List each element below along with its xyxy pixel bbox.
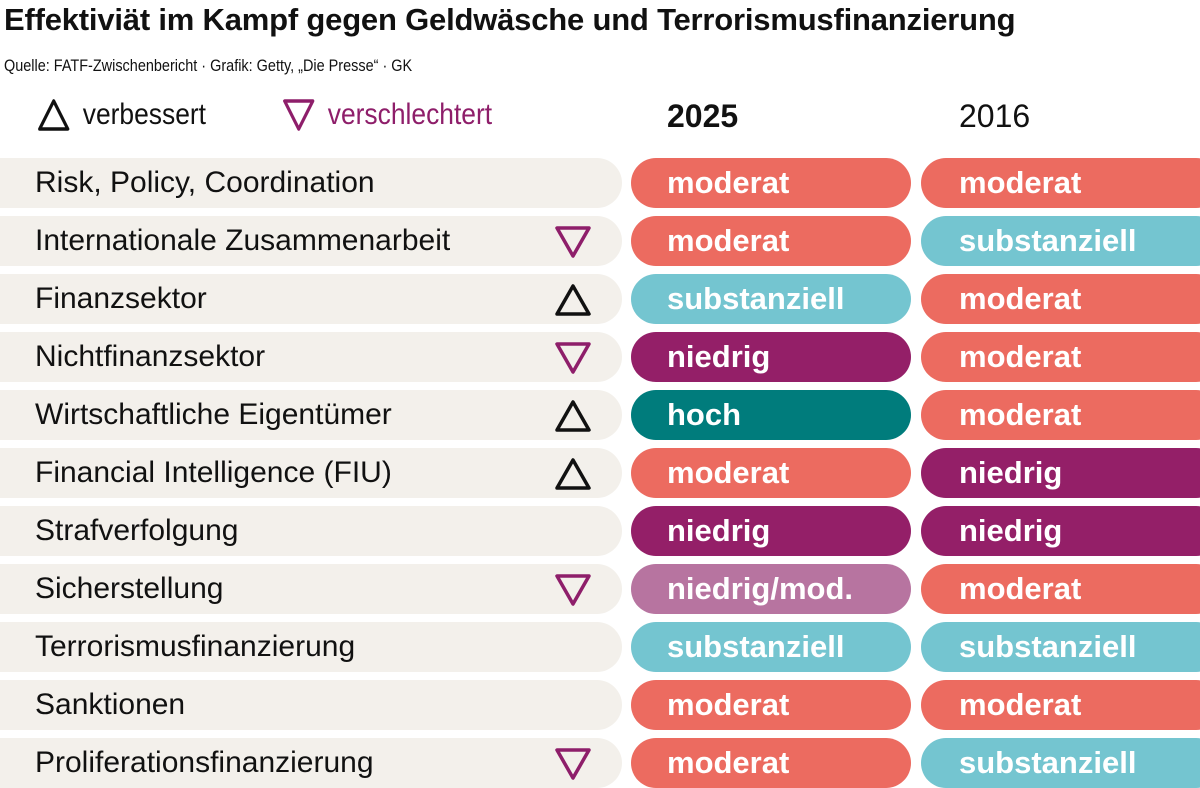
rating-2016: substanziell xyxy=(921,738,1200,788)
source-note: Quelle: FATF-Zwischenbericht · Grafik: G… xyxy=(4,56,413,75)
table-row: Risk, Policy, Coordination moderat moderat xyxy=(0,158,1200,208)
category-label-pill: Terrorismusfinanzierung xyxy=(0,622,622,672)
category-label-pill: Internationale Zusammenarbeit xyxy=(0,216,622,266)
category-label-pill: Sanktionen xyxy=(0,680,622,730)
rating-2025: moderat xyxy=(631,448,911,498)
category-label-pill: Finanzsektor xyxy=(0,274,622,324)
rating-2025: moderat xyxy=(631,680,911,730)
category-label-pill: Sicherstellung xyxy=(0,564,622,614)
rating-2016: substanziell xyxy=(921,622,1200,672)
category-label: Risk, Policy, Coordination xyxy=(35,166,375,199)
table-row: Proliferationsfinanzierung moderat substan… xyxy=(0,738,1200,788)
category-label: Financial Intelligence (FIU) xyxy=(35,456,392,489)
rating-2025: moderat xyxy=(631,738,911,788)
rating-2016: moderat xyxy=(921,680,1200,730)
rating-2016: moderat xyxy=(921,390,1200,440)
triangle-down-icon xyxy=(555,342,591,374)
column-header-2025: 2025 xyxy=(667,98,739,134)
category-label: Proliferationsfinanzierung xyxy=(35,746,374,779)
category-label: Sanktionen xyxy=(35,688,186,721)
legend-improved-label: verbessert xyxy=(82,98,207,131)
rating-2025: niedrig xyxy=(631,506,911,556)
rating-2025: hoch xyxy=(631,390,911,440)
legend-worsened: verschlechtert xyxy=(282,98,492,132)
triangle-up-icon xyxy=(555,284,591,316)
category-label: Nichtfinanzsektor xyxy=(35,340,266,373)
table-row: Sicherstellung niedrig/mod. moderat xyxy=(0,564,1200,614)
rating-2016: substanziell xyxy=(921,216,1200,266)
category-label-pill: Proliferationsfinanzierung xyxy=(0,738,622,788)
rating-2016: niedrig xyxy=(921,448,1200,498)
table-row: Nichtfinanzsektor niedrig moderat xyxy=(0,332,1200,382)
triangle-down-icon xyxy=(555,748,591,780)
table-row: Terrorismusfinanzierung substanziell subst… xyxy=(0,622,1200,672)
triangle-down-icon xyxy=(555,226,591,258)
column-header-2016: 2016 xyxy=(959,98,1031,134)
rating-2025: substanziell xyxy=(631,274,911,324)
category-label-pill: Wirtschaftliche Eigentümer xyxy=(0,390,622,440)
chart-title: Effektiviät im Kampf gegen Geldwäsche un… xyxy=(4,2,1016,37)
triangle-up-icon xyxy=(38,99,70,131)
table-row: Finanzsektor substanziell moderat xyxy=(0,274,1200,324)
table-row: Strafverfolgung niedrig niedrig xyxy=(0,506,1200,556)
triangle-up-icon xyxy=(555,458,591,490)
legend-improved: verbessert xyxy=(37,98,206,132)
rating-2025: niedrig/mod. xyxy=(631,564,911,614)
category-label-pill: Financial Intelligence (FIU) xyxy=(0,448,622,498)
category-label: Finanzsektor xyxy=(35,282,207,315)
triangle-down-icon xyxy=(283,99,315,131)
category-label: Sicherstellung xyxy=(35,572,224,605)
category-label: Wirtschaftliche Eigentümer xyxy=(35,398,392,431)
rating-2016: niedrig xyxy=(921,506,1200,556)
rating-2016: moderat xyxy=(921,274,1200,324)
rating-2025: moderat xyxy=(631,158,911,208)
table-row: Financial Intelligence (FIU) moderat niedr… xyxy=(0,448,1200,498)
category-label-pill: Nichtfinanzsektor xyxy=(0,332,622,382)
category-label: Internationale Zusammenarbeit xyxy=(35,224,451,257)
triangle-up-icon xyxy=(555,400,591,432)
table-row: Internationale Zusammenarbeit moderat subs… xyxy=(0,216,1200,266)
rating-2025: niedrig xyxy=(631,332,911,382)
table-row: Wirtschaftliche Eigentümer hoch moderat xyxy=(0,390,1200,440)
table-row: Sanktionen moderat moderat xyxy=(0,680,1200,730)
triangle-down-icon xyxy=(555,574,591,606)
category-label: Strafverfolgung xyxy=(35,514,239,547)
rating-2016: moderat xyxy=(921,564,1200,614)
rating-2025: moderat xyxy=(631,216,911,266)
rating-2025: substanziell xyxy=(631,622,911,672)
rating-2016: moderat xyxy=(921,332,1200,382)
category-label: Terrorismusfinanzierung xyxy=(35,630,356,663)
category-label-pill: Strafverfolgung xyxy=(0,506,622,556)
legend-worsened-label: verschlechtert xyxy=(327,98,493,131)
category-label-pill: Risk, Policy, Coordination xyxy=(0,158,622,208)
rating-2016: moderat xyxy=(921,158,1200,208)
